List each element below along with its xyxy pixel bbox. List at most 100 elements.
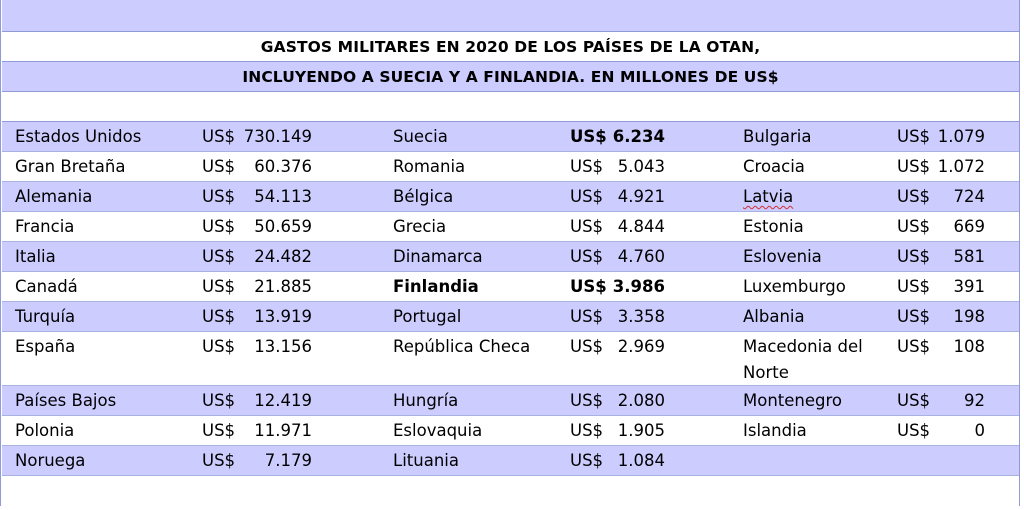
currency-symbol: US$ (202, 247, 236, 266)
currency-symbol: US$ (570, 247, 604, 266)
amount-cell: US$ 50.659 (202, 212, 312, 242)
amount-cell: US$ 198 (897, 302, 985, 332)
amount-cell: US$ 24.482 (202, 242, 312, 272)
amount-cell: US$ 7.179 (202, 446, 312, 476)
country-name: Bulgaria (743, 127, 812, 146)
amount-cell: US$ 391 (897, 272, 985, 302)
currency-symbol: US$ (202, 307, 236, 326)
amount-cell: US$ 2.969 (570, 332, 665, 362)
currency-symbol: US$ (202, 391, 236, 410)
amount-value: 730.149 (243, 127, 312, 146)
table-row: Estados Unidos US$ 730.149 Suecia US$ 6.234 Bu… (2, 122, 1019, 152)
currency-symbol: US$ (570, 127, 607, 146)
country-name: Italia (15, 247, 56, 266)
country-name: Eslovaquia (393, 421, 483, 440)
currency-symbol: US$ (570, 451, 604, 470)
amount-cell: US$ 54.113 (202, 182, 312, 212)
table-row: Polonia US$ 11.971 Eslovaquia US$ 1.905 Island… (2, 416, 1019, 446)
amount-value: 2.080 (617, 391, 665, 410)
spacer-row (2, 92, 1019, 122)
currency-symbol: US$ (202, 421, 236, 440)
amount-value: 1.084 (617, 451, 665, 470)
amount-cell: US$ 2.080 (570, 386, 665, 416)
amount-value: 581 (953, 247, 986, 266)
amount-value: 3.358 (617, 307, 665, 326)
country-name: Estados Unidos (15, 127, 142, 146)
amount-cell: US$ 5.043 (570, 152, 665, 182)
country-name: Canadá (15, 277, 78, 296)
amount-cell: US$ 1.072 (897, 152, 985, 182)
amount-cell: US$ 4.921 (570, 182, 665, 212)
amount-cell: US$ 4.760 (570, 242, 665, 272)
country-name: Hungría (393, 391, 459, 410)
country-name: Francia (15, 217, 75, 236)
amount-value: 1.072 (937, 157, 985, 176)
country-name: Portugal (393, 307, 462, 326)
table-row: Noruega US$ 7.179 Lituania US$ 1.084 (2, 446, 1019, 476)
country-name: Eslovenia (743, 247, 822, 266)
amount-value: 11.971 (254, 421, 312, 440)
amount-cell: US$ 13.156 (202, 332, 312, 362)
amount-value: 2.969 (617, 337, 665, 356)
currency-symbol: US$ (202, 157, 236, 176)
amount-value: 21.885 (254, 277, 312, 296)
country-name: Montenegro (743, 391, 843, 410)
country-name: Turquía (15, 307, 76, 326)
currency-symbol: US$ (570, 337, 604, 356)
amount-value: 60.376 (254, 157, 312, 176)
table-row: Turquía US$ 13.919 Portugal US$ 3.358 Albania U… (2, 302, 1019, 332)
amount-value: 92 (964, 391, 985, 410)
country-name: Albania (743, 307, 805, 326)
amount-cell: US$ 730.149 (202, 122, 312, 152)
amount-value: 3.986 (612, 277, 665, 296)
currency-symbol: US$ (202, 277, 236, 296)
table-row: Canadá US$ 21.885 Finlandia US$ 3.986 Luxembur… (2, 272, 1019, 302)
currency-symbol: US$ (570, 307, 604, 326)
currency-symbol: US$ (202, 451, 236, 470)
country-name: Suecia (393, 127, 448, 146)
country-name: Bélgica (393, 187, 454, 206)
table-row: Italia US$ 24.482 Dinamarca US$ 4.760 Esloveni… (2, 242, 1019, 272)
currency-symbol: US$ (897, 307, 931, 326)
currency-symbol: US$ (202, 127, 236, 146)
amount-cell: US$ 108 (897, 332, 985, 362)
currency-symbol: US$ (897, 247, 931, 266)
country-name: Noruega (15, 451, 86, 470)
country-name: Lituania (393, 451, 459, 470)
amount-cell: US$ 3.986 (570, 272, 665, 302)
amount-cell: US$ 0 (897, 416, 985, 446)
country-name: Estonia (743, 217, 804, 236)
country-name: Croacia (743, 157, 805, 176)
currency-symbol: US$ (897, 157, 931, 176)
amount-value: 6.234 (612, 127, 665, 146)
table-title-line-2: INCLUYENDO A SUECIA Y A FINLANDIA. EN MI… (242, 68, 779, 86)
amount-cell: US$ 92 (897, 386, 985, 416)
country-name: Polonia (15, 421, 75, 440)
amount-cell: US$ 13.919 (202, 302, 312, 332)
amount-cell: US$ 12.419 (202, 386, 312, 416)
amount-cell: US$ 1.905 (570, 416, 665, 446)
currency-symbol: US$ (897, 391, 931, 410)
amount-value: 4.760 (617, 247, 665, 266)
country-name: Luxemburgo (743, 277, 846, 296)
currency-symbol: US$ (202, 217, 236, 236)
amount-cell: US$ 11.971 (202, 416, 312, 446)
amount-cell: US$ 6.234 (570, 122, 665, 152)
currency-symbol: US$ (897, 277, 931, 296)
amount-value: 0 (974, 421, 986, 440)
amount-value: 1.079 (937, 127, 985, 146)
amount-value: 5.043 (617, 157, 665, 176)
table-title-line-1: GASTOS MILITARES EN 2020 DE LOS PAÍSES D… (260, 38, 761, 56)
currency-symbol: US$ (570, 217, 604, 236)
country-name: Latvia (743, 182, 793, 212)
country-name: Dinamarca (393, 247, 483, 266)
currency-symbol: US$ (897, 217, 931, 236)
amount-cell: US$ 21.885 (202, 272, 312, 302)
table-row: Países Bajos US$ 12.419 Hungría US$ 2.080 Mont… (2, 386, 1019, 416)
amount-value: 391 (953, 277, 986, 296)
currency-symbol: US$ (570, 391, 604, 410)
country-name: República Checa (393, 337, 531, 356)
top-band (2, 0, 1019, 32)
amount-value: 50.659 (254, 217, 312, 236)
